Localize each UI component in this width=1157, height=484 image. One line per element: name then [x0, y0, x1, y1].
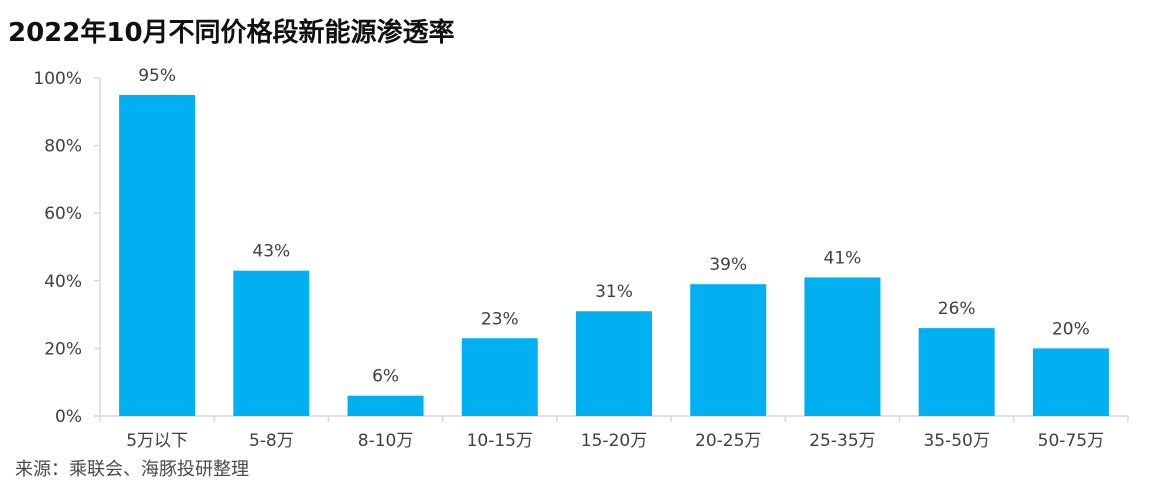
x-tick-label: 50-75万 — [1038, 431, 1104, 451]
labels-group: 95% 5万以下 43% 5-8万 6% 8-10万 23% 10-15万 31% 15-20万 3… — [126, 66, 1104, 451]
bar — [119, 94, 196, 417]
data-label: 31% — [595, 282, 633, 302]
x-tick-label: 8-10万 — [358, 431, 414, 451]
bar — [918, 328, 995, 416]
data-label: 23% — [481, 309, 519, 329]
bar — [576, 311, 652, 416]
source-note: 来源：乘联会、海豚投研整理 — [15, 459, 249, 480]
y-tick-label: 20% — [44, 339, 82, 359]
y-tick-label: 0% — [55, 407, 82, 427]
y-tick-label: 100% — [33, 69, 82, 89]
x-tick-label: 20-25万 — [695, 431, 761, 451]
x-tick-label: 35-50万 — [923, 431, 989, 451]
x-tick-label: 5万以下 — [126, 431, 188, 451]
y-tick-label: 40% — [44, 272, 82, 292]
x-tick-label: 10-15万 — [467, 431, 533, 451]
data-label: 39% — [709, 255, 747, 275]
data-label: 26% — [938, 299, 976, 319]
x-tick-label: 15-20万 — [581, 431, 647, 451]
data-label: 41% — [824, 248, 862, 268]
bar — [347, 395, 424, 416]
y-tick-label: 60% — [44, 204, 82, 224]
chart-title: 2022年10月不同价格段新能源渗透率 — [8, 18, 455, 48]
x-tick-label: 25-35万 — [809, 431, 875, 451]
bar — [804, 277, 881, 416]
data-label: 95% — [138, 66, 176, 86]
data-label: 6% — [372, 367, 399, 387]
bar — [690, 284, 767, 416]
x-tick-label: 5-8万 — [249, 431, 294, 451]
bar — [461, 338, 538, 416]
data-label: 20% — [1052, 319, 1090, 339]
bars-group — [119, 94, 1109, 417]
bar — [233, 270, 310, 416]
bar — [1032, 348, 1109, 416]
data-label: 43% — [252, 242, 290, 262]
y-tick-label: 80% — [44, 137, 82, 157]
